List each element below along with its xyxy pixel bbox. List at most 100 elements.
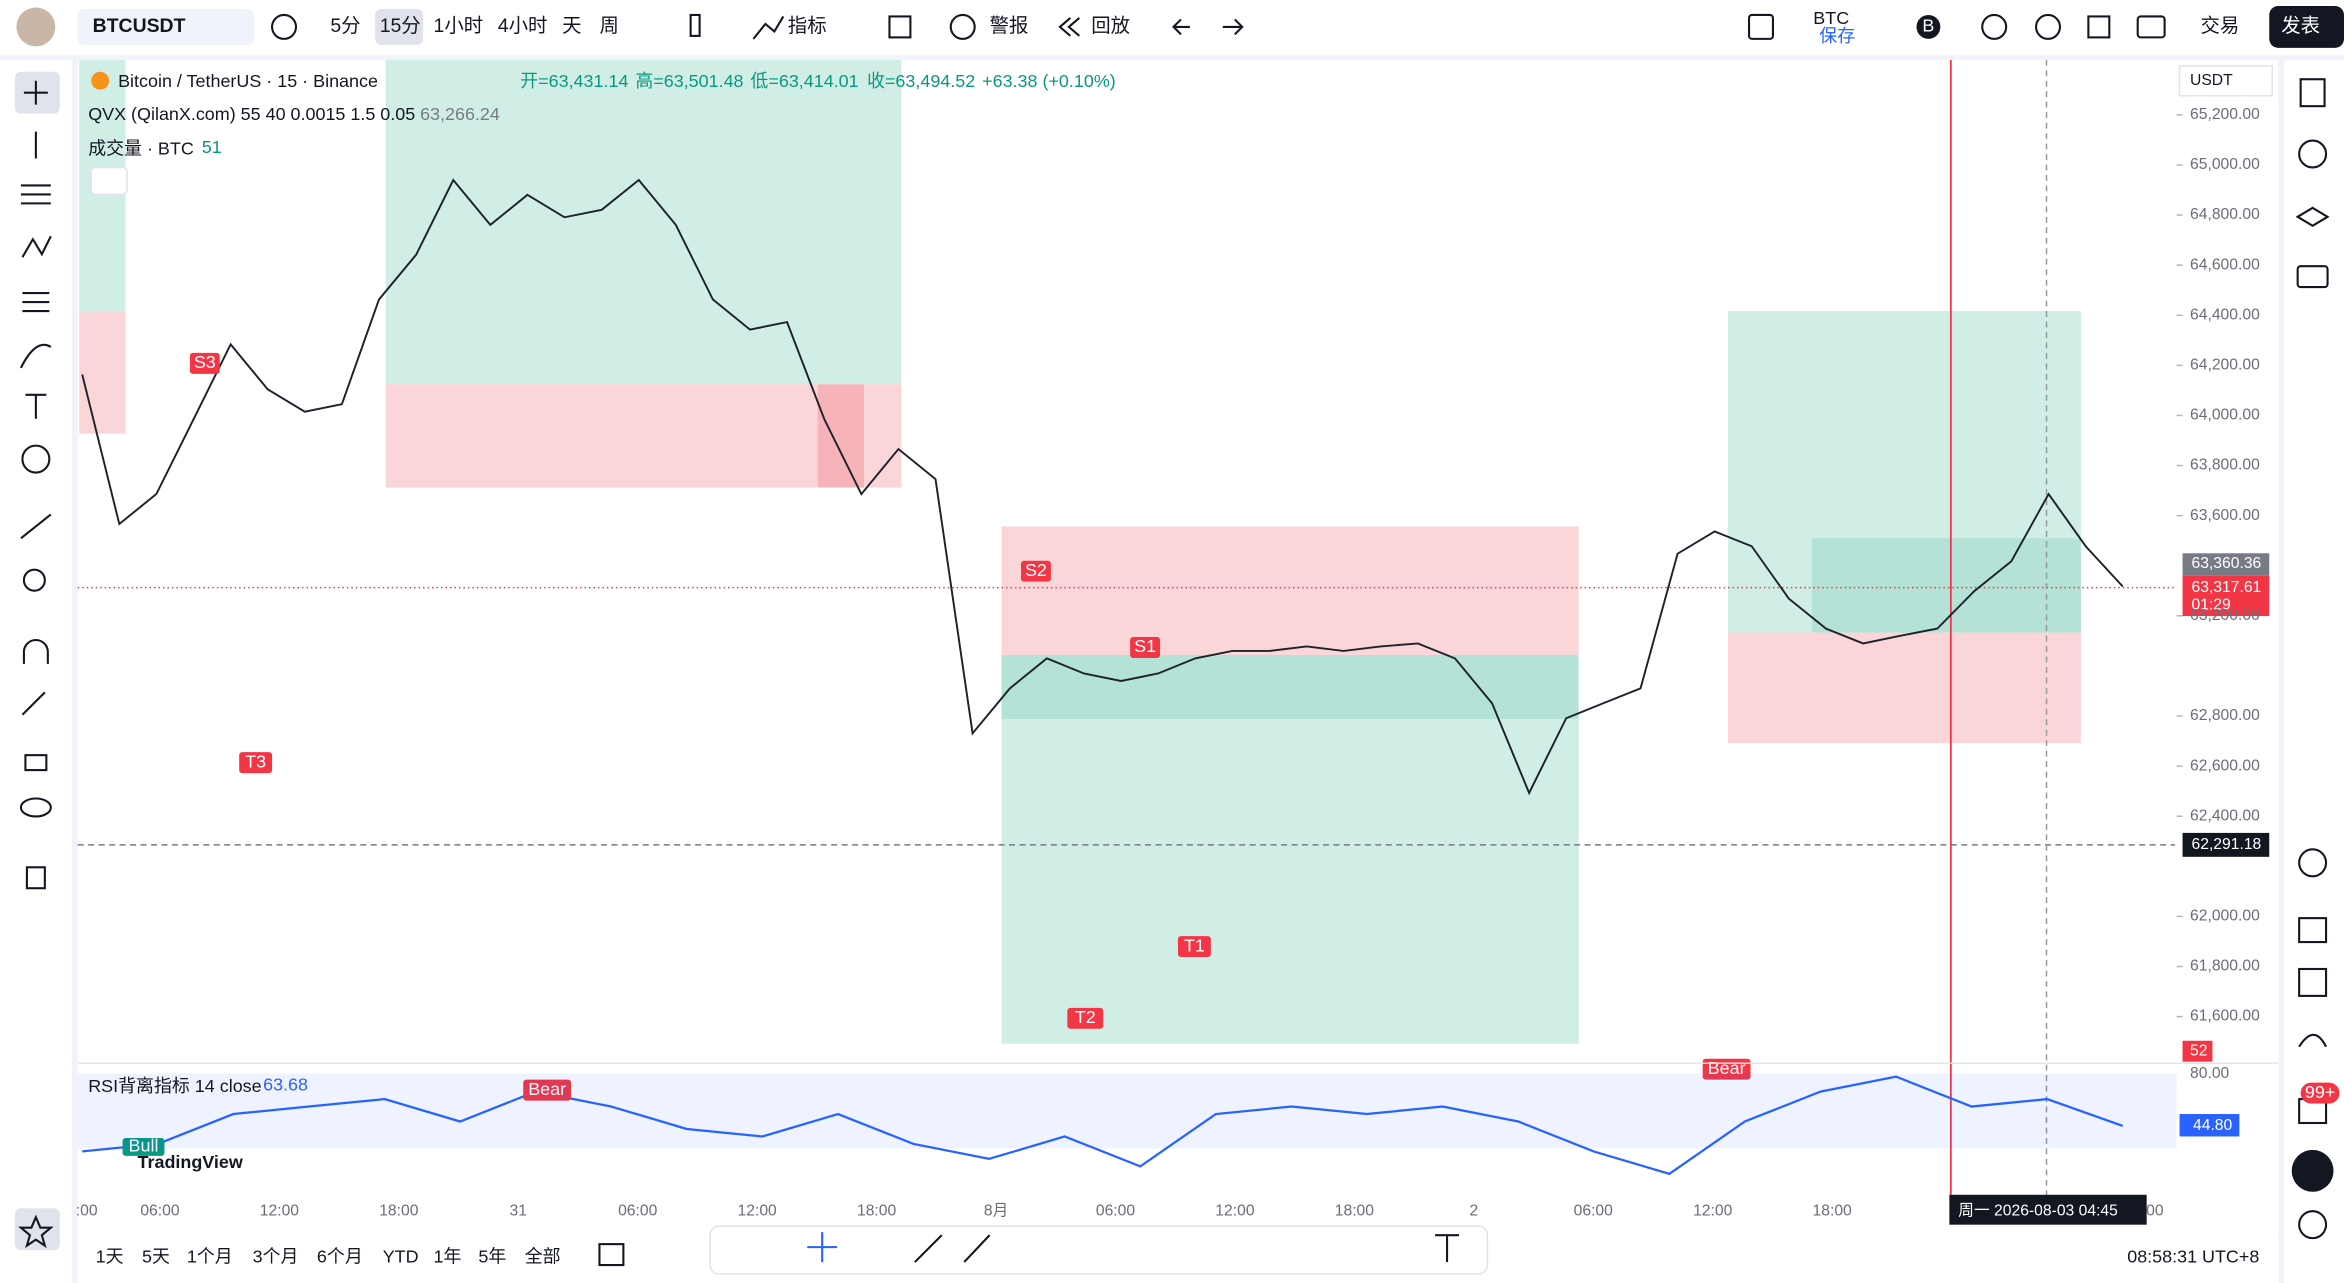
screener[interactable] [2298, 848, 2328, 878]
unit[interactable]: USDT [2190, 72, 2233, 89]
text-tool[interactable] [25, 393, 47, 419]
layout-name[interactable]: BTC [1813, 8, 1849, 28]
x-tick-label: 12:00 [738, 1202, 778, 1219]
undo-button[interactable] [1172, 18, 1190, 36]
publish-button[interactable]: 发表 [2281, 15, 2320, 37]
indicator-legend[interactable]: QVX (QilanX.com) 55 40 0.0015 1.5 0.05 [88, 104, 415, 124]
avatar[interactable] [16, 7, 56, 47]
x-tick-label: 18:00 [857, 1202, 897, 1219]
indicators-icon[interactable] [752, 15, 785, 40]
stay-drawing[interactable] [21, 691, 46, 716]
clock[interactable]: 08:58:31 UTC+8 [2127, 1246, 2259, 1266]
x-tick-label: 8月 [984, 1202, 1008, 1219]
brush-tool[interactable] [19, 343, 52, 369]
x-tick-label: :00 [2142, 1202, 2164, 1219]
interval[interactable]: 15分 [380, 15, 421, 37]
left-toolbar [0, 59, 72, 1283]
signal-bg [1130, 637, 1161, 658]
layout-button[interactable] [1747, 13, 1774, 40]
range-button[interactable]: 1天 [96, 1246, 124, 1266]
replay-button[interactable]: 回放 [1091, 15, 1130, 37]
indicators-button[interactable]: 指标 [788, 15, 827, 37]
symbol-search[interactable] [77, 8, 255, 45]
range-button[interactable]: 5年 [478, 1246, 506, 1266]
floating-toolbar [709, 1225, 1489, 1275]
delete-tool[interactable] [25, 866, 46, 890]
apps[interactable] [2291, 1149, 2334, 1192]
lock-tool[interactable] [24, 754, 48, 772]
favorites[interactable] [18, 1214, 54, 1249]
rsi-line [82, 1075, 2124, 1176]
watermark: TradingView [138, 1152, 243, 1172]
range-button[interactable]: 1个月 [187, 1246, 233, 1266]
indicator-value: 63,266.24 [420, 104, 500, 124]
range-button[interactable]: 3个月 [253, 1246, 299, 1266]
streams[interactable] [2298, 1033, 2327, 1048]
redo-button[interactable] [1222, 18, 1244, 36]
x-tick-label: 2 [1469, 1202, 1478, 1219]
text-quick[interactable] [1435, 1234, 1460, 1263]
legend-close: 收=63,494.52 [867, 71, 975, 91]
replay-icon[interactable] [1058, 17, 1080, 37]
range-button[interactable]: 全部 [525, 1246, 561, 1266]
hide-tool[interactable] [19, 797, 52, 818]
watchlist[interactable] [2299, 78, 2326, 108]
crosshair-quick[interactable] [807, 1232, 838, 1263]
alert-icon[interactable] [949, 13, 976, 40]
layouts-button[interactable] [888, 15, 912, 39]
settings[interactable] [2035, 13, 2062, 40]
chart-type-button[interactable] [689, 13, 701, 37]
trade-button[interactable]: 交易 [2200, 15, 2239, 37]
measure-tool[interactable] [20, 513, 52, 540]
interval[interactable]: 天 [562, 15, 581, 37]
x-tick-label: 31 [510, 1202, 527, 1219]
quick-search[interactable] [1981, 13, 2008, 40]
signal: S2 [1025, 560, 1047, 580]
zoom-tool[interactable] [22, 568, 46, 592]
x-tick-label: 18:00 [1813, 1202, 1853, 1219]
loss-zone [79, 311, 126, 434]
y-tick-label: 64,600.00 [2190, 256, 2260, 273]
y-tick-label: 63,600.00 [2190, 507, 2260, 524]
range-button[interactable]: 1年 [434, 1246, 462, 1266]
symbol[interactable]: BTCUSDT [93, 15, 186, 37]
interval[interactable]: 周 [599, 15, 618, 37]
rsi-title[interactable]: RSI背离指标 14 close [88, 1076, 261, 1096]
range-button[interactable]: 6个月 [317, 1246, 363, 1266]
loss-zone [1001, 526, 1579, 655]
interval[interactable]: 4小时 [498, 15, 548, 37]
fib-tool[interactable] [20, 184, 51, 205]
line-quick[interactable] [914, 1234, 991, 1263]
range-button[interactable]: 5天 [142, 1246, 170, 1266]
interval[interactable]: 1小时 [434, 15, 484, 37]
magnet-tool[interactable] [22, 638, 49, 664]
help[interactable] [2298, 1210, 2328, 1240]
loss-zone [817, 384, 865, 488]
alerts[interactable] [2298, 139, 2328, 169]
legend-symbol[interactable]: Bitcoin / TetherUS · 15 · Binance [118, 71, 378, 91]
volume-legend[interactable]: 成交量 · BTC [88, 138, 194, 158]
chats[interactable] [2296, 265, 2329, 289]
object-tree[interactable] [2295, 206, 2330, 228]
collapse-legend[interactable] [90, 166, 128, 196]
add-symbol[interactable] [271, 13, 298, 40]
forecast-tool[interactable] [22, 292, 50, 313]
pattern-tool[interactable] [21, 235, 52, 258]
crosshair-tool[interactable] [23, 80, 48, 105]
screenshot[interactable] [2136, 15, 2166, 39]
save-status[interactable]: 保存 [1819, 26, 1855, 46]
news[interactable] [2298, 967, 2328, 997]
volume-tag: 52 [2190, 1042, 2207, 1059]
position-zones [79, 59, 2081, 1044]
alert-button[interactable]: 警报 [990, 15, 1029, 37]
y-tick-label: 65,000.00 [2190, 156, 2260, 173]
fullscreen[interactable] [2087, 15, 2111, 39]
x-tick-label: 18:00 [1335, 1202, 1375, 1219]
calendar[interactable] [2298, 917, 2328, 944]
interval[interactable]: 5分 [330, 15, 360, 37]
icon-tool[interactable] [21, 444, 51, 474]
date-range[interactable] [598, 1243, 625, 1267]
range-button[interactable]: YTD [383, 1246, 419, 1266]
x-tick-label: :00 [76, 1202, 98, 1219]
